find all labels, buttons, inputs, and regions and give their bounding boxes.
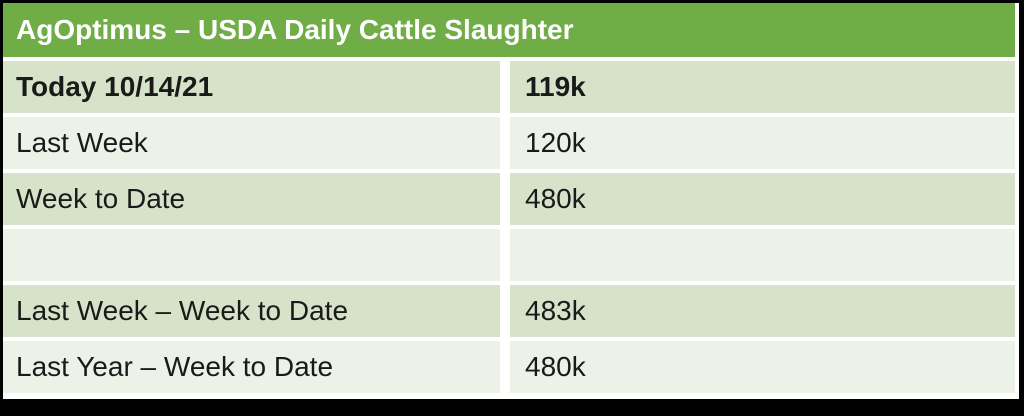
row-value-cell: 483k	[510, 285, 1015, 337]
row-label-cell: Last Year – Week to Date	[3, 341, 500, 393]
table-row-last-week: Last Week 120k	[3, 117, 1019, 169]
row-label-cell: Last Week	[3, 117, 500, 169]
row-label-cell	[3, 229, 500, 281]
table-row-last-year-wtd: Last Year – Week to Date 480k	[3, 341, 1019, 393]
row-value-cell	[510, 229, 1015, 281]
row-value-cell: 120k	[510, 117, 1015, 169]
row-value-cell: 480k	[510, 173, 1015, 225]
table-row-last-week-wtd: Last Week – Week to Date 483k	[3, 285, 1019, 337]
row-value-cell: 119k	[510, 61, 1015, 113]
row-label-cell: Last Week – Week to Date	[3, 285, 500, 337]
row-label-cell: Week to Date	[3, 173, 500, 225]
table-title-bar: AgOptimus – USDA Daily Cattle Slaughter	[3, 3, 1015, 57]
row-value-cell: 480k	[510, 341, 1015, 393]
table-row-today: Today 10/14/21 119k	[3, 61, 1019, 113]
table-row-spacer	[3, 229, 1019, 281]
table-row-week-to-date: Week to Date 480k	[3, 173, 1019, 225]
row-label-cell: Today 10/14/21	[3, 61, 500, 113]
table-title: AgOptimus – USDA Daily Cattle Slaughter	[16, 14, 574, 45]
cattle-slaughter-table: AgOptimus – USDA Daily Cattle Slaughter …	[3, 3, 1019, 399]
